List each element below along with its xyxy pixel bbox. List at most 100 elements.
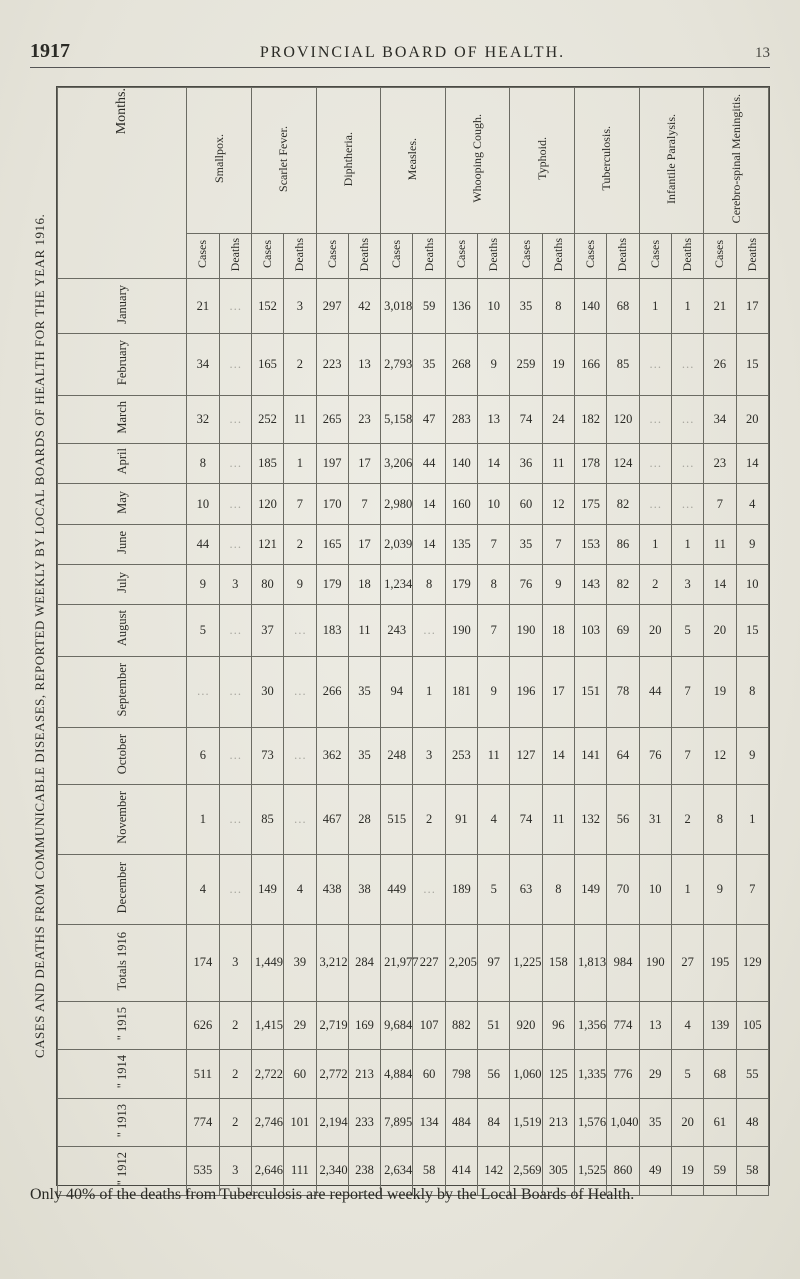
subheading: Cases bbox=[510, 234, 542, 279]
data-cell: 94 bbox=[381, 656, 413, 728]
data-cell: 1 bbox=[639, 524, 671, 564]
table-row: November1…85…46728515291474111325631281 bbox=[58, 784, 769, 855]
data-cell: 78 bbox=[607, 656, 639, 728]
data-cell: 132 bbox=[575, 784, 607, 855]
totals-cell: 84 bbox=[478, 1098, 510, 1146]
disease-heading: Infantile Paralysis. bbox=[639, 88, 704, 234]
data-cell: 5 bbox=[671, 604, 703, 656]
month-cell: November bbox=[58, 784, 187, 855]
totals-cell: 20 bbox=[671, 1098, 703, 1146]
totals-cell: 798 bbox=[445, 1050, 477, 1098]
totals-cell: 55 bbox=[736, 1050, 768, 1098]
data-cell: 85 bbox=[607, 334, 639, 396]
data-cell: 2 bbox=[284, 334, 316, 396]
totals-cell: 1,415 bbox=[251, 1002, 283, 1050]
data-cell: 449 bbox=[381, 855, 413, 924]
data-cell: 5 bbox=[478, 855, 510, 924]
data-cell: 35 bbox=[510, 279, 542, 334]
data-cell: 7 bbox=[478, 524, 510, 564]
totals-cell: 125 bbox=[542, 1050, 574, 1098]
data-cell: 30 bbox=[251, 656, 283, 728]
data-cell: 7 bbox=[704, 484, 736, 524]
data-cell: 8 bbox=[704, 784, 736, 855]
totals-cell: 129 bbox=[736, 924, 768, 1001]
data-cell: 34 bbox=[704, 396, 736, 444]
data-cell: 2 bbox=[639, 564, 671, 604]
data-cell: 197 bbox=[316, 443, 348, 484]
data-cell: 143 bbox=[575, 564, 607, 604]
data-cell: 4 bbox=[736, 484, 768, 524]
totals-cell: 101 bbox=[284, 1098, 316, 1146]
data-cell: 69 bbox=[607, 604, 639, 656]
totals-row: Totals 191617431,449393,21228421,9772272… bbox=[58, 924, 769, 1001]
data-cell: 35 bbox=[510, 524, 542, 564]
data-cell: 2,793 bbox=[381, 334, 413, 396]
data-cell: 11 bbox=[542, 784, 574, 855]
data-cell: 80 bbox=[251, 564, 283, 604]
totals-cell: 4,884 bbox=[381, 1050, 413, 1098]
data-cell: 140 bbox=[445, 443, 477, 484]
data-cell: 70 bbox=[607, 855, 639, 924]
data-cell: 3 bbox=[413, 728, 445, 784]
data-cell: 37 bbox=[251, 604, 283, 656]
data-cell: … bbox=[219, 396, 251, 444]
data-cell: 14 bbox=[736, 443, 768, 484]
data-cell: 11 bbox=[478, 728, 510, 784]
totals-label-cell: Totals 1916 bbox=[58, 924, 187, 1001]
running-head: 1917 PROVINCIAL BOARD OF HEALTH. 13 bbox=[30, 40, 770, 68]
data-cell: 85 bbox=[251, 784, 283, 855]
data-cell: 11 bbox=[284, 396, 316, 444]
disease-heading: Scarlet Fever. bbox=[251, 88, 316, 234]
totals-cell: 776 bbox=[607, 1050, 639, 1098]
data-cell: 14 bbox=[542, 728, 574, 784]
data-cell: 11 bbox=[348, 604, 380, 656]
data-cell: 179 bbox=[445, 564, 477, 604]
totals-cell: 1,813 bbox=[575, 924, 607, 1001]
data-cell: 11 bbox=[704, 524, 736, 564]
data-cell: … bbox=[219, 728, 251, 784]
footnote: Only 40% of the deaths from Tuberculosis… bbox=[30, 1186, 634, 1203]
totals-cell: 7,895 bbox=[381, 1098, 413, 1146]
subheading: Cases bbox=[445, 234, 477, 279]
table-row: June44…1212165172,0391413573571538611119 bbox=[58, 524, 769, 564]
data-cell: 68 bbox=[607, 279, 639, 334]
data-cell: 2,039 bbox=[381, 524, 413, 564]
data-cell: 44 bbox=[413, 443, 445, 484]
data-cell: 8 bbox=[187, 443, 219, 484]
subheading: Cases bbox=[316, 234, 348, 279]
totals-cell: 2 bbox=[219, 1098, 251, 1146]
data-cell: 1 bbox=[736, 784, 768, 855]
totals-cell: 2 bbox=[219, 1050, 251, 1098]
table-wrap: Months. Smallpox.Scarlet Fever.Diphtheri… bbox=[56, 86, 770, 1186]
totals-cell: 139 bbox=[704, 1002, 736, 1050]
data-cell: 5,158 bbox=[381, 396, 413, 444]
data-cell: 248 bbox=[381, 728, 413, 784]
totals-label-cell: " 1913 bbox=[58, 1098, 187, 1146]
data-cell: 21 bbox=[187, 279, 219, 334]
totals-cell: 97 bbox=[478, 924, 510, 1001]
data-cell: 26 bbox=[704, 334, 736, 396]
data-cell: 18 bbox=[542, 604, 574, 656]
totals-cell: 51 bbox=[478, 1002, 510, 1050]
data-cell: 7 bbox=[671, 728, 703, 784]
subheading: Deaths bbox=[413, 234, 445, 279]
totals-cell: 56 bbox=[478, 1050, 510, 1098]
data-cell: 7 bbox=[478, 604, 510, 656]
month-cell: August bbox=[58, 604, 187, 656]
totals-cell: 774 bbox=[607, 1002, 639, 1050]
data-cell: 20 bbox=[736, 396, 768, 444]
data-cell: 35 bbox=[348, 656, 380, 728]
totals-cell: 29 bbox=[284, 1002, 316, 1050]
data-cell: 59 bbox=[413, 279, 445, 334]
data-cell: … bbox=[284, 728, 316, 784]
totals-cell: 284 bbox=[348, 924, 380, 1001]
data-cell: 44 bbox=[187, 524, 219, 564]
totals-cell: 511 bbox=[187, 1050, 219, 1098]
data-cell: 178 bbox=[575, 443, 607, 484]
data-cell: … bbox=[639, 396, 671, 444]
data-cell: 2 bbox=[413, 784, 445, 855]
data-cell: 467 bbox=[316, 784, 348, 855]
data-cell: 8 bbox=[413, 564, 445, 604]
data-cell: … bbox=[284, 604, 316, 656]
totals-cell: 920 bbox=[510, 1002, 542, 1050]
